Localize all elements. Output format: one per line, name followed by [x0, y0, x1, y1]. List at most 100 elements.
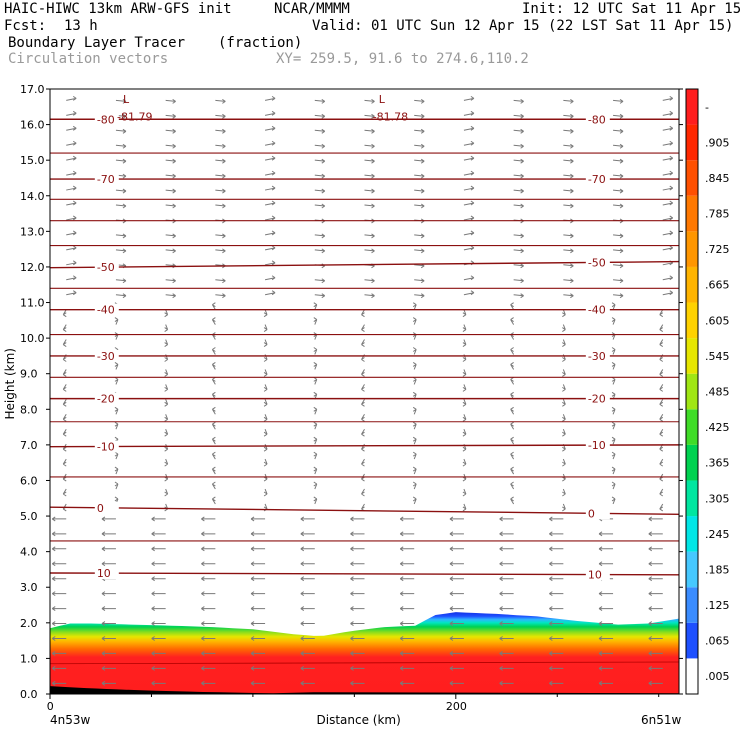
wind-vector [648, 680, 663, 686]
wind-vector [211, 347, 216, 355]
wind-vector [611, 421, 616, 430]
colorbar-swatch [686, 124, 698, 161]
wind-vector [364, 143, 375, 149]
wind-vector [151, 606, 166, 612]
wind-vector [201, 651, 216, 656]
wind-vector [62, 473, 67, 482]
isotherm-label: -30 [588, 350, 606, 363]
wind-vector [513, 173, 524, 179]
wind-vector [151, 546, 166, 552]
wind-vector [598, 651, 614, 656]
wind-vector [399, 531, 415, 537]
wind-vector [563, 263, 574, 269]
wind-vector [513, 203, 524, 209]
wind-vector [462, 324, 467, 333]
wind-vector [101, 636, 116, 641]
wind-vector [115, 293, 127, 299]
wind-vector [562, 399, 566, 407]
wind-vector [51, 516, 67, 522]
wind-vector [263, 473, 268, 482]
wind-vector [462, 384, 467, 392]
wind-vector [659, 324, 664, 333]
wind-vector [412, 362, 417, 370]
wind-vector [250, 516, 266, 522]
wind-vector [499, 531, 514, 537]
wind-vector [563, 98, 574, 104]
colorbar-swatch [686, 373, 698, 410]
wind-vector [513, 188, 524, 194]
wind-vector [598, 665, 614, 671]
low-marker: L [123, 93, 130, 106]
wind-vector [659, 503, 664, 512]
wind-vector [412, 451, 417, 460]
wind-vector [399, 606, 415, 612]
wind-vector [562, 324, 566, 333]
wind-vector [215, 158, 226, 164]
isotherm-label-bg [585, 392, 610, 405]
wind-vector [659, 309, 664, 318]
wind-vector [513, 278, 524, 284]
wind-vector [264, 245, 276, 251]
wind-vector [101, 621, 116, 626]
wind-vector [563, 248, 574, 254]
wind-vector [51, 621, 67, 626]
isotherm-label: 10 [97, 567, 111, 580]
wind-vector [613, 293, 624, 299]
wind-vector [513, 143, 524, 149]
wind-vector [463, 170, 475, 176]
org-title: NCAR/MMMM [274, 1, 350, 17]
wind-vector [300, 531, 315, 537]
colorbar-label: .305 [705, 492, 730, 505]
wind-vector [613, 233, 624, 239]
wind-vector [364, 128, 375, 134]
wind-vector [513, 158, 524, 164]
wind-vector [611, 317, 616, 325]
wind-vector [66, 200, 77, 206]
wind-vector [314, 113, 326, 119]
wind-vector [414, 113, 425, 119]
wind-vector [215, 293, 226, 299]
wind-vector [66, 245, 77, 251]
wind-vector [313, 347, 318, 355]
wind-vector [300, 606, 315, 612]
wind-vector [211, 406, 216, 415]
wind-vector [201, 621, 216, 626]
y-tick-label: 13.0 [20, 225, 45, 238]
wind-vector [350, 546, 365, 552]
wind-vector [499, 546, 514, 552]
wind-vector [101, 531, 116, 537]
wind-vector [611, 466, 616, 475]
wind-vector [165, 173, 176, 179]
y-tick-label: 14.0 [20, 190, 45, 203]
wind-vector [549, 591, 564, 597]
wind-vector [250, 680, 266, 686]
wind-vector [598, 636, 614, 641]
wind-vector [513, 98, 524, 104]
isotherm-label-bg [585, 303, 610, 316]
wind-vector [399, 591, 415, 597]
wind-vector [414, 248, 425, 254]
wind-vector [648, 636, 663, 641]
wind-vector [115, 248, 127, 254]
wind-vector [101, 591, 116, 597]
wind-vector [399, 516, 415, 522]
colorbar-label: .665 [705, 279, 730, 292]
wind-vector [399, 546, 415, 552]
vectors-title: Circulation vectors [8, 51, 169, 67]
x-end-label: 6n51w [641, 713, 682, 727]
wind-vector [51, 576, 67, 582]
wind-vector [662, 110, 674, 116]
wind-vector [51, 591, 67, 597]
x-axis-label: Distance (km) [317, 713, 401, 727]
wind-vector [115, 278, 127, 284]
wind-vector [449, 516, 464, 522]
wind-vector [659, 339, 664, 347]
y-tick-label: 1.0 [20, 652, 38, 665]
wind-vector [463, 275, 475, 281]
x-tick-label: 200 [446, 700, 467, 713]
y-tick-label: 12.0 [20, 261, 45, 274]
wind-vector [263, 443, 268, 452]
wind-vector [364, 293, 375, 299]
wind-vector [399, 651, 415, 656]
wind-vector [499, 636, 514, 641]
